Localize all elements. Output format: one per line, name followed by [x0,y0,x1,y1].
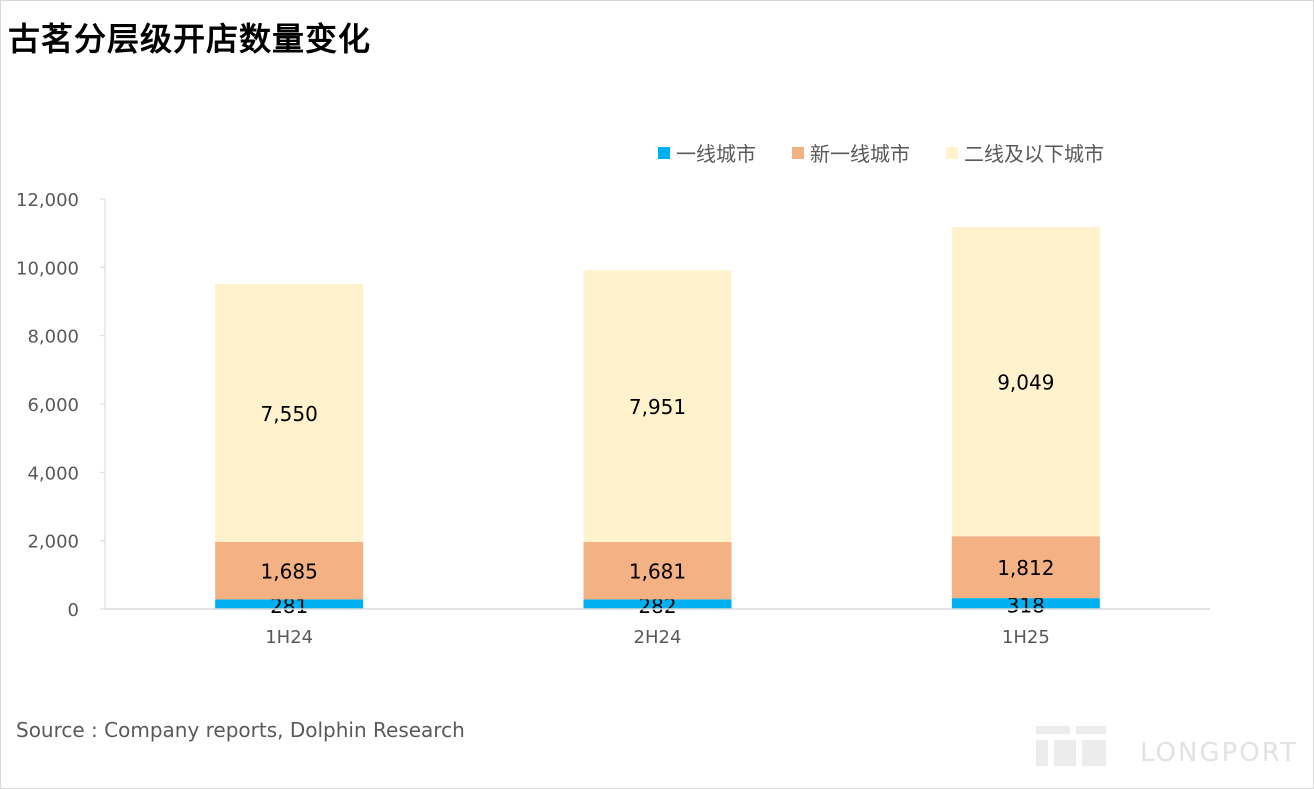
x-tick-label: 1H24 [265,627,313,648]
y-tick-label: 12,000 [16,190,79,211]
y-tick-label: 6,000 [27,395,79,416]
bar-tier2-below-2h24 [583,270,732,542]
y-tick-label: 10,000 [16,258,79,279]
longport-logo-icon [1036,726,1106,766]
bar-new-tier1-1h24 [215,541,364,600]
legend-swatch-tier1 [658,146,670,159]
bar-tier1-1h25 [951,598,1100,609]
legend-swatch-new-tier1 [792,146,804,159]
data-label-new-tier1-1h25: 1,812 [997,556,1054,580]
legend-item-tier2-below: 二线及以下城市 [946,138,1104,167]
legend: 一线城市 新一线城市 二线及以下城市 [658,138,1140,167]
legend-label-new-tier1: 新一线城市 [810,142,910,166]
x-tick-label: 2H24 [634,627,682,648]
y-tick-label: 4,000 [27,463,79,484]
legend-item-tier1: 一线城市 [658,138,756,167]
bar-new-tier1-2h24 [583,541,732,600]
legend-item-new-tier1: 新一线城市 [792,138,910,167]
data-label-new-tier1-1h24: 1,685 [261,560,318,584]
bar-tier2-below-1h24 [215,283,364,542]
data-label-tier2-below-2h24: 7,951 [629,395,686,419]
legend-label-tier2-below: 二线及以下城市 [964,142,1104,166]
y-axis: 0 2,000 4,000 6,000 8,000 10,000 12,000 [16,190,106,621]
x-axis: 1H24 2H24 1H25 [105,608,1210,648]
y-tick-label: 2,000 [27,532,79,553]
y-tick-label: 0 [68,600,79,621]
legend-label-tier1: 一线城市 [676,142,756,166]
y-tick-label: 8,000 [27,327,79,348]
data-label-tier2-below-1h25: 9,049 [997,371,1054,395]
data-label-new-tier1-2h24: 1,681 [629,560,686,584]
data-label-tier2-below-1h24: 7,550 [261,402,318,426]
source-note: Source : Company reports, Dolphin Resear… [16,718,465,742]
chart-title: 古茗分层级开店数量变化 [8,20,372,58]
bar-new-tier1-1h25 [951,536,1100,599]
bar-tier1-2h24 [583,599,732,609]
bar-tier2-below-1h25 [951,227,1100,537]
bar-tier1-1h24 [215,599,364,609]
brand-name: LONGPORT [1140,738,1298,768]
legend-swatch-tier2-below [946,146,958,159]
x-tick-label: 1H25 [1002,627,1050,648]
